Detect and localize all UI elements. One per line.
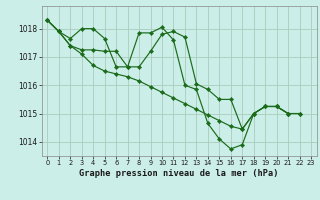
X-axis label: Graphe pression niveau de la mer (hPa): Graphe pression niveau de la mer (hPa) [79,169,279,178]
